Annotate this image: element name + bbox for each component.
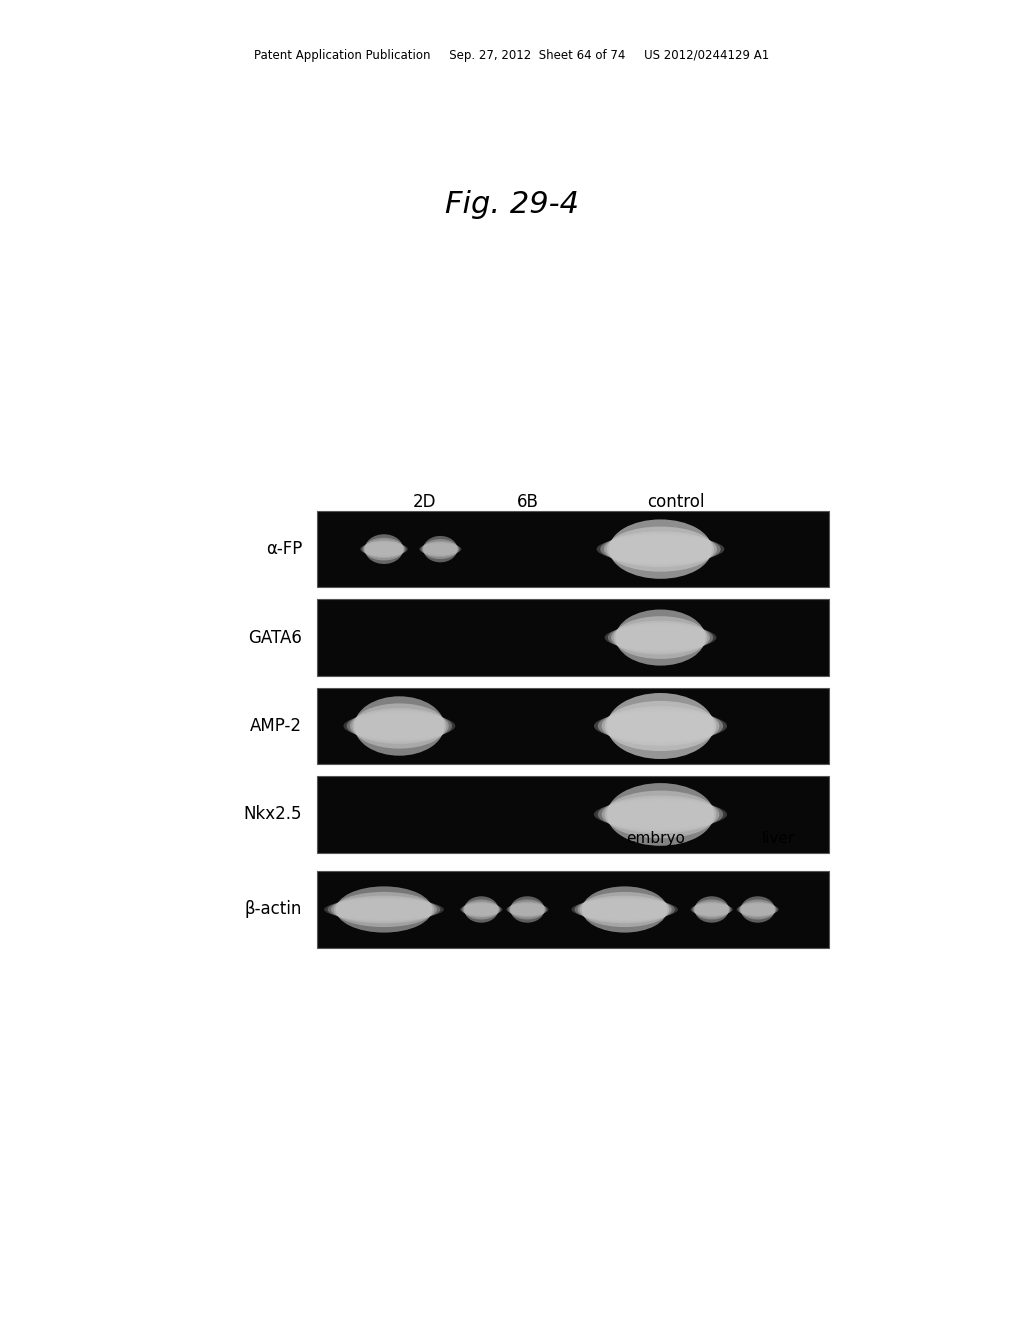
Ellipse shape: [740, 896, 775, 923]
Ellipse shape: [740, 899, 775, 920]
Ellipse shape: [331, 895, 437, 924]
Ellipse shape: [600, 533, 721, 565]
Text: GATA6: GATA6: [248, 628, 302, 647]
Ellipse shape: [461, 903, 502, 916]
Ellipse shape: [608, 623, 713, 652]
Ellipse shape: [334, 892, 434, 927]
Text: 2D: 2D: [414, 492, 436, 511]
Ellipse shape: [364, 537, 404, 561]
Ellipse shape: [693, 902, 730, 917]
Ellipse shape: [347, 710, 452, 742]
Ellipse shape: [354, 697, 444, 755]
Ellipse shape: [604, 791, 717, 838]
Text: AMP-2: AMP-2: [250, 717, 302, 735]
Ellipse shape: [350, 708, 449, 744]
Ellipse shape: [601, 706, 719, 746]
Ellipse shape: [694, 896, 729, 923]
Text: α-FP: α-FP: [265, 540, 302, 558]
Text: 6B: 6B: [516, 492, 539, 511]
Ellipse shape: [604, 531, 717, 568]
Text: Patent Application Publication     Sep. 27, 2012  Sheet 64 of 74     US 2012/024: Patent Application Publication Sep. 27, …: [254, 49, 770, 62]
Ellipse shape: [423, 536, 458, 562]
Ellipse shape: [607, 783, 714, 846]
Ellipse shape: [343, 713, 456, 739]
Ellipse shape: [694, 899, 729, 920]
Ellipse shape: [574, 898, 675, 921]
Text: Fig. 29-4: Fig. 29-4: [445, 190, 579, 219]
Ellipse shape: [594, 801, 727, 828]
Ellipse shape: [328, 898, 440, 921]
Ellipse shape: [510, 899, 545, 920]
Text: Nkx2.5: Nkx2.5: [244, 805, 302, 824]
FancyBboxPatch shape: [317, 688, 829, 764]
FancyBboxPatch shape: [317, 871, 829, 948]
Ellipse shape: [613, 616, 708, 659]
FancyBboxPatch shape: [317, 511, 829, 587]
Ellipse shape: [324, 899, 444, 920]
Ellipse shape: [578, 895, 672, 924]
Ellipse shape: [463, 902, 500, 917]
Ellipse shape: [365, 535, 403, 564]
Ellipse shape: [690, 904, 733, 915]
Ellipse shape: [691, 903, 732, 916]
Ellipse shape: [507, 903, 548, 916]
Ellipse shape: [736, 904, 779, 915]
Text: embryo: embryo: [626, 830, 685, 846]
Ellipse shape: [362, 540, 406, 558]
Ellipse shape: [739, 902, 776, 917]
Ellipse shape: [423, 539, 458, 560]
Ellipse shape: [580, 892, 670, 927]
FancyBboxPatch shape: [317, 776, 829, 853]
Ellipse shape: [609, 519, 712, 579]
Ellipse shape: [598, 799, 723, 830]
Text: β-actin: β-actin: [245, 900, 302, 919]
Ellipse shape: [598, 709, 723, 743]
Ellipse shape: [611, 620, 710, 655]
Text: control: control: [647, 492, 705, 511]
Ellipse shape: [510, 896, 545, 923]
Ellipse shape: [604, 701, 717, 751]
Ellipse shape: [422, 541, 459, 557]
Ellipse shape: [464, 899, 499, 920]
Ellipse shape: [419, 544, 462, 554]
Ellipse shape: [509, 902, 546, 917]
Ellipse shape: [361, 541, 407, 557]
Ellipse shape: [601, 796, 719, 833]
Ellipse shape: [506, 904, 549, 915]
Ellipse shape: [615, 610, 706, 665]
Ellipse shape: [571, 899, 678, 920]
FancyBboxPatch shape: [317, 599, 829, 676]
Ellipse shape: [460, 904, 503, 915]
Ellipse shape: [360, 543, 408, 556]
Ellipse shape: [420, 543, 461, 556]
Ellipse shape: [352, 704, 446, 748]
Ellipse shape: [607, 693, 714, 759]
Ellipse shape: [464, 896, 499, 923]
Ellipse shape: [737, 903, 778, 916]
Text: liver: liver: [762, 830, 795, 846]
Ellipse shape: [336, 887, 432, 932]
Ellipse shape: [604, 626, 717, 649]
Ellipse shape: [594, 711, 727, 741]
Ellipse shape: [607, 527, 714, 572]
Ellipse shape: [582, 887, 668, 932]
Ellipse shape: [597, 536, 724, 562]
